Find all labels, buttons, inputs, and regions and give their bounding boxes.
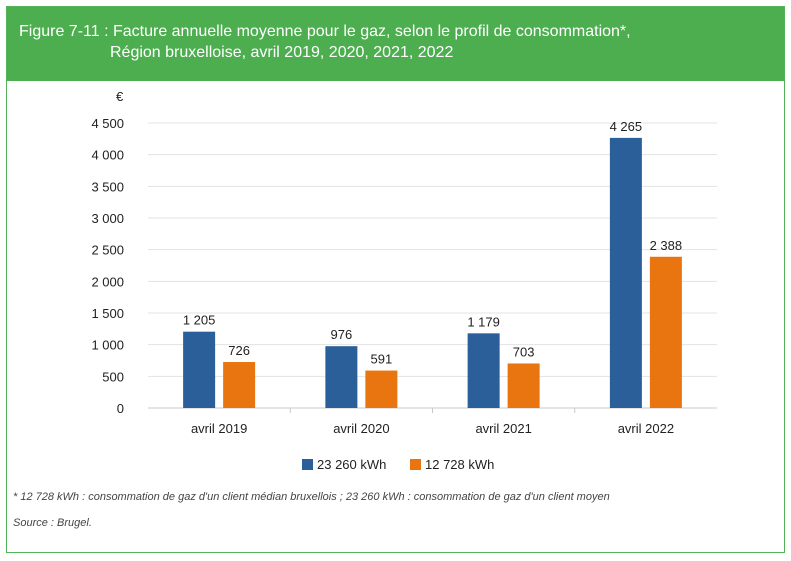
legend-swatch [410, 459, 421, 470]
legend-label: 23 260 kWh [317, 457, 386, 472]
bar [365, 370, 398, 408]
y-tick-label: 3 500 [91, 179, 124, 194]
bar [325, 346, 358, 408]
bar [183, 331, 216, 408]
data-label: 976 [331, 327, 353, 342]
data-label: 4 265 [610, 119, 643, 134]
bar [507, 363, 540, 408]
bar [223, 362, 256, 408]
figure-header: Figure 7-11 : Facture annuelle moyenne p… [7, 7, 784, 81]
x-tick-label: avril 2021 [475, 421, 531, 436]
y-tick-label: 1 500 [91, 306, 124, 321]
y-tick-label: 4 500 [91, 116, 124, 131]
y-tick-label: 1 000 [91, 338, 124, 353]
data-label: 1 179 [467, 314, 500, 329]
bar [649, 256, 682, 408]
figure-title-line2: Région bruxelloise, avril 2019, 2020, 20… [110, 44, 454, 61]
x-tick-label: avril 2019 [191, 421, 247, 436]
data-label: 591 [371, 352, 393, 367]
y-tick-label: 2 500 [91, 243, 124, 258]
legend-swatch [302, 459, 313, 470]
data-label: 703 [513, 344, 535, 359]
data-label: 726 [228, 343, 250, 358]
bar [609, 137, 642, 408]
source-note: Source : Brugel. [13, 517, 92, 529]
y-tick-label: 3 000 [91, 211, 124, 226]
figure-title-line1: Figure 7-11 : Facture annuelle moyenne p… [19, 23, 631, 40]
y-tick-label: 500 [102, 369, 124, 384]
x-tick-label: avril 2020 [333, 421, 389, 436]
y-tick-label: 2 000 [91, 274, 124, 289]
data-label: 1 205 [183, 313, 216, 328]
data-label: 2 388 [650, 238, 683, 253]
legend-label: 12 728 kWh [425, 457, 494, 472]
bar [467, 333, 500, 408]
y-tick-label: 0 [117, 401, 124, 416]
footnote: * 12 728 kWh : consommation de gaz d'un … [13, 491, 610, 503]
y-axis-unit-label: € [116, 89, 124, 104]
x-tick-label: avril 2022 [618, 421, 674, 436]
y-tick-label: 4 000 [91, 148, 124, 163]
